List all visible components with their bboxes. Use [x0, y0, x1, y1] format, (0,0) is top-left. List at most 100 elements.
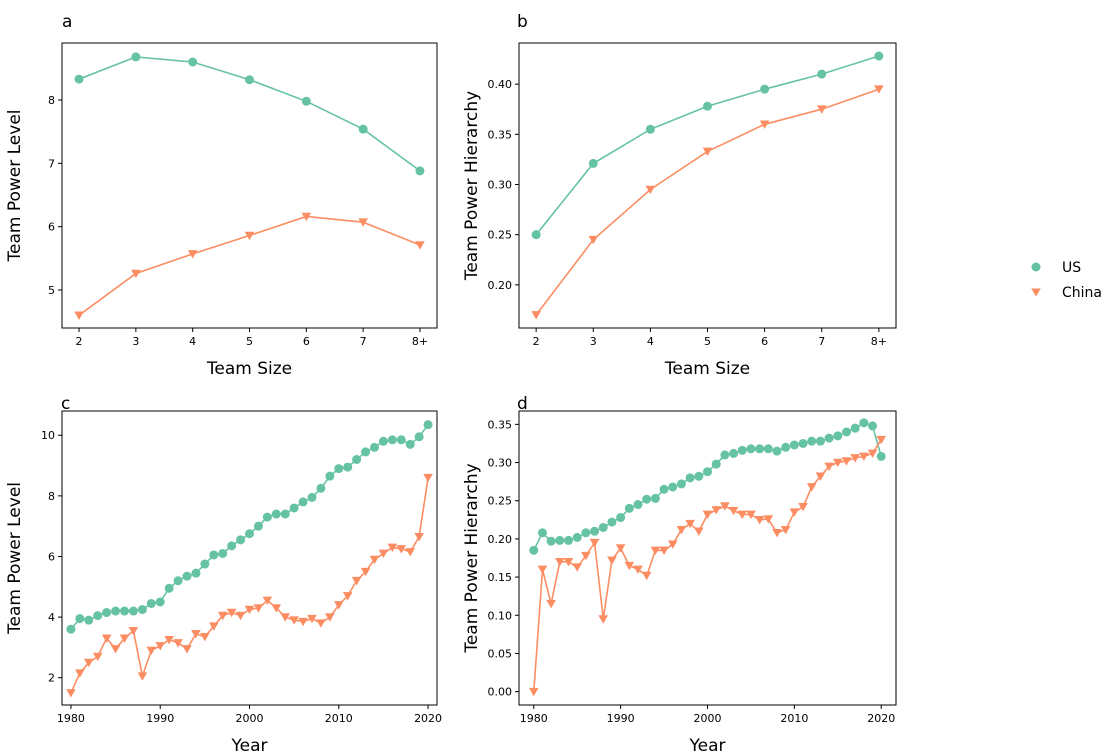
panel-b-point-us: [588, 158, 598, 168]
panel-d-point-china: [746, 510, 756, 520]
legend-marker-china: [1031, 288, 1041, 297]
panel-d-point-china: [694, 527, 704, 536]
panel-c-point-us: [316, 483, 326, 493]
panel-d-point-us: [763, 444, 773, 454]
panel-d-point-china: [581, 551, 591, 561]
panel-c-ytick-label: 8: [48, 490, 55, 503]
panel-d-point-china: [607, 556, 617, 565]
panel-c-point-china: [83, 658, 94, 668]
panel-d-ytick-label: 0.10: [488, 609, 513, 622]
panel-c-point-us: [111, 606, 121, 616]
panel-c-point-us: [271, 509, 281, 519]
panel-d-point-china: [867, 449, 878, 458]
panel-d-point-china: [789, 508, 800, 517]
panel-d-point-us: [824, 433, 834, 443]
panel-d-point-china: [720, 502, 730, 511]
panel-a-point-china: [131, 269, 141, 279]
panel-d-point-us: [841, 427, 851, 437]
panel-c-point-us: [84, 615, 94, 625]
panel-d-point-china: [598, 615, 609, 624]
panel-c-point-china: [307, 614, 317, 624]
panel-d-xtick-label: 1980: [520, 712, 548, 725]
panel-d-point-china: [780, 525, 791, 535]
panel-b-ytick-label: 0.40: [488, 78, 513, 91]
panel-d-point-china: [546, 600, 556, 609]
panel-b-point-china: [874, 85, 884, 94]
panel-c-point-us: [352, 454, 362, 464]
panel-c-point-us: [209, 550, 219, 560]
panel-d-point-china: [728, 506, 739, 516]
panel-c-point-china: [208, 622, 219, 631]
panel-d-xtick-label: 2010: [780, 712, 808, 725]
panel-b-xtick-label: 6: [761, 335, 768, 348]
panel-d-point-us: [642, 494, 652, 504]
panel-c-point-us: [378, 436, 388, 446]
panel-c-point-china: [396, 545, 407, 554]
panel-c-point-us: [236, 535, 246, 545]
panel-c-frame: [61, 410, 438, 706]
panel-d-frame: [518, 410, 897, 706]
panel-b-letter: b: [517, 12, 528, 32]
panel-c-ytick-label: 2: [48, 672, 55, 685]
panel-d-ytick-label: 0.35: [488, 418, 513, 431]
panel-a-ytick-label: 6: [48, 221, 55, 234]
panel-d-point-us: [555, 535, 565, 545]
panel-d-point-us: [616, 513, 626, 523]
panel-d-point-us: [807, 436, 817, 446]
panel-d-point-china: [702, 510, 713, 520]
panel-c-ytick-label: 6: [48, 550, 55, 563]
panel-c-point-us: [334, 464, 344, 474]
panel-a-point-china: [415, 241, 425, 250]
panel-c-point-china: [342, 592, 353, 601]
panel-d-point-china: [685, 519, 695, 529]
panel-d-point-us: [737, 445, 747, 455]
panel-c-point-china: [226, 608, 237, 618]
panel-d-point-china: [624, 561, 635, 571]
panel-a-line-us: [78, 56, 421, 172]
panel-c-point-china: [387, 543, 398, 552]
panel-b-xtick-label: 8+: [871, 335, 887, 348]
panel-d-point-us: [789, 440, 799, 450]
panel-c-point-china: [262, 596, 273, 606]
panel-b-point-us: [874, 51, 884, 61]
panel-d-point-china: [615, 544, 626, 553]
panel-b-ytick-label: 0.30: [488, 178, 513, 191]
panel-a-point-china: [358, 218, 368, 227]
panel-d-point-china: [563, 558, 574, 567]
panel-b-point-us: [760, 84, 770, 94]
panel-d-point-us: [572, 532, 582, 542]
panel-c-point-china: [66, 689, 76, 698]
panel-c-point-us: [280, 509, 290, 519]
panel-c-point-us: [191, 568, 201, 578]
panel-d-ytick-label: 0.20: [488, 533, 513, 546]
panel-d-line-china: [533, 439, 882, 692]
panel-c-line-us: [70, 424, 429, 630]
panel-a-line-china: [78, 215, 421, 316]
panel-d-point-china: [876, 435, 887, 445]
panel-b-point-us: [531, 230, 541, 240]
panel-c-point-china: [217, 611, 228, 621]
panel-d-point-us: [633, 500, 643, 510]
panel-b-ytick-label: 0.35: [488, 128, 513, 141]
panel-c-point-us: [93, 611, 103, 621]
panel-c-point-us: [262, 512, 272, 522]
panel-d-point-china: [824, 462, 834, 471]
panel-c-line-china: [70, 477, 429, 694]
panel-a-letter: a: [62, 12, 72, 32]
panel-d-point-china: [859, 452, 869, 462]
panel-a-xtick-label: 6: [303, 335, 310, 348]
panel-c-point-us: [253, 521, 263, 531]
panel-a-point-china: [187, 250, 198, 259]
panel-c-point-china: [235, 611, 246, 621]
panel-c-point-china: [271, 604, 282, 613]
panel-d-point-china: [763, 515, 774, 524]
panel-c-point-china: [128, 626, 139, 636]
panel-d-point-china: [754, 516, 765, 525]
panel-c-point-us: [227, 541, 237, 551]
legend-marker-us: [1031, 262, 1041, 272]
panel-d-point-china: [832, 458, 843, 468]
panel-c-point-china: [369, 555, 380, 565]
panel-d-point-china: [659, 546, 669, 555]
panel-c-point-us: [102, 608, 112, 618]
panel-d-point-us: [755, 444, 765, 454]
